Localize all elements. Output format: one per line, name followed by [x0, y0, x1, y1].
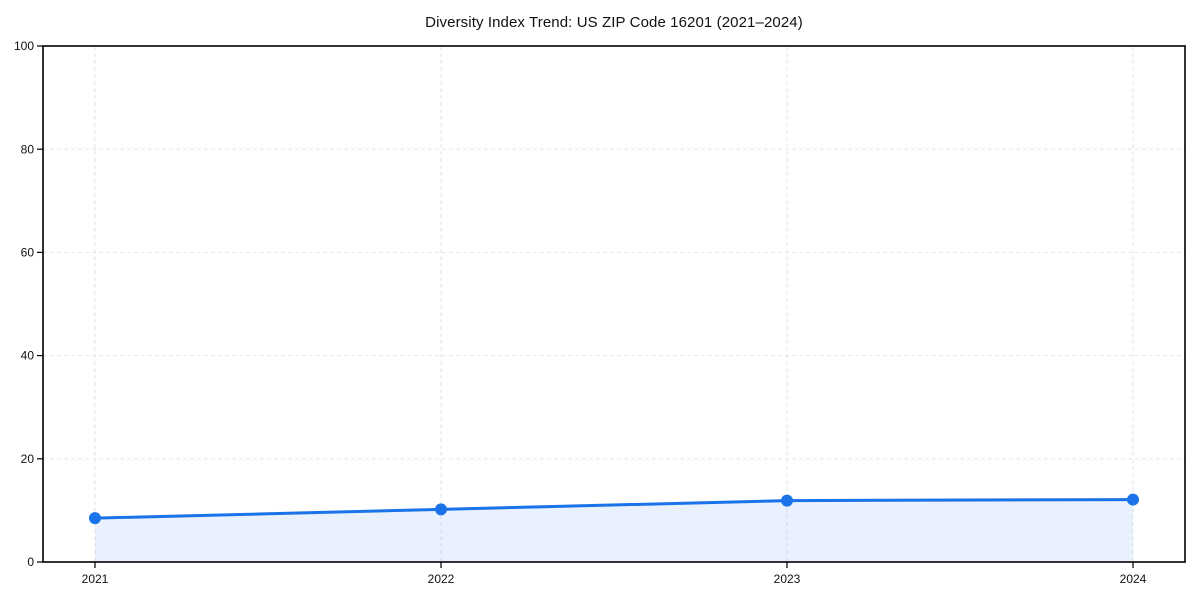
axes-frame [42, 45, 1186, 563]
area-fill [95, 499, 1133, 562]
trend-line [93, 498, 1135, 520]
data-point-2024 [1127, 493, 1139, 506]
x-axis-tick-label: 2024 [1120, 572, 1147, 586]
data-point-2021 [89, 512, 101, 525]
x-axis-tick-label: 2023 [774, 572, 801, 586]
y-axis-tick-label: 80 [21, 142, 35, 156]
y-axis-tick-label: 60 [21, 245, 35, 259]
x-axis-tick-label: 2021 [82, 572, 109, 586]
x-axis-tick-label: 2022 [428, 572, 455, 586]
y-axis-tick-label: 100 [14, 39, 34, 53]
y-axis-tick-label: 0 [27, 555, 34, 569]
chart-title: Diversity Index Trend: US ZIP Code 16201… [425, 14, 803, 31]
y-axis-tick-label: 20 [21, 452, 35, 466]
y-axis-tick-label: 40 [21, 349, 35, 363]
data-point-2022 [435, 503, 447, 516]
data-point-2023 [781, 494, 793, 507]
